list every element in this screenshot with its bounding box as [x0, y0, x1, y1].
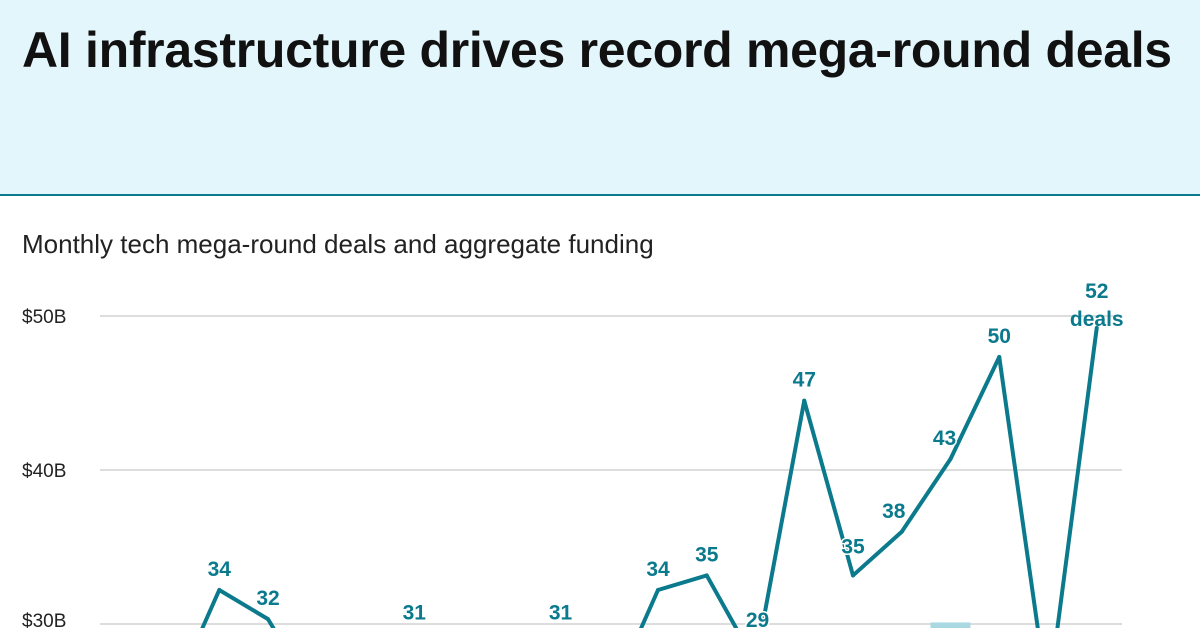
chart-subtitle: Monthly tech mega-round deals and aggreg…	[22, 229, 654, 259]
data-label-suffix: deals	[1070, 308, 1124, 331]
deals-line-segment	[656, 573, 709, 592]
deals-line-segment	[639, 588, 660, 628]
data-label: 29	[746, 609, 769, 628]
data-label: 34	[208, 558, 232, 581]
data-label: 34	[646, 558, 670, 581]
deals-line-segment	[1055, 325, 1099, 628]
deals-line-segment	[759, 398, 807, 628]
funding-bar	[930, 622, 971, 628]
deals-line-segment	[217, 588, 270, 622]
deals-line-segment	[851, 529, 904, 578]
y-tick-label: $40B	[22, 461, 66, 482]
deals-line-segment	[948, 355, 1002, 461]
y-tick-label: $30B	[22, 611, 66, 628]
y-tick-label: $50B	[22, 307, 66, 328]
deals-line-segment	[704, 573, 739, 628]
data-label: 35	[695, 543, 719, 566]
data-label: 38	[882, 500, 906, 523]
deals-line-segment	[266, 617, 276, 628]
deals-line-segment	[802, 398, 855, 578]
chart-title: AI infrastructure drives record mega-rou…	[22, 22, 1172, 78]
deals-line-segment	[200, 588, 222, 628]
data-label: 43	[933, 427, 956, 450]
data-label: 32	[256, 587, 279, 610]
data-label: 31	[403, 602, 427, 625]
header-banner: AI infrastructure drives record mega-rou…	[0, 0, 1200, 196]
data-label: 50	[988, 325, 1011, 348]
deals-line-segment	[899, 456, 953, 534]
data-label: 47	[793, 369, 816, 392]
data-label: 52	[1085, 280, 1108, 303]
data-label: 31	[549, 602, 573, 625]
data-label: 35	[841, 535, 865, 558]
deals-line-segment	[997, 355, 1040, 628]
